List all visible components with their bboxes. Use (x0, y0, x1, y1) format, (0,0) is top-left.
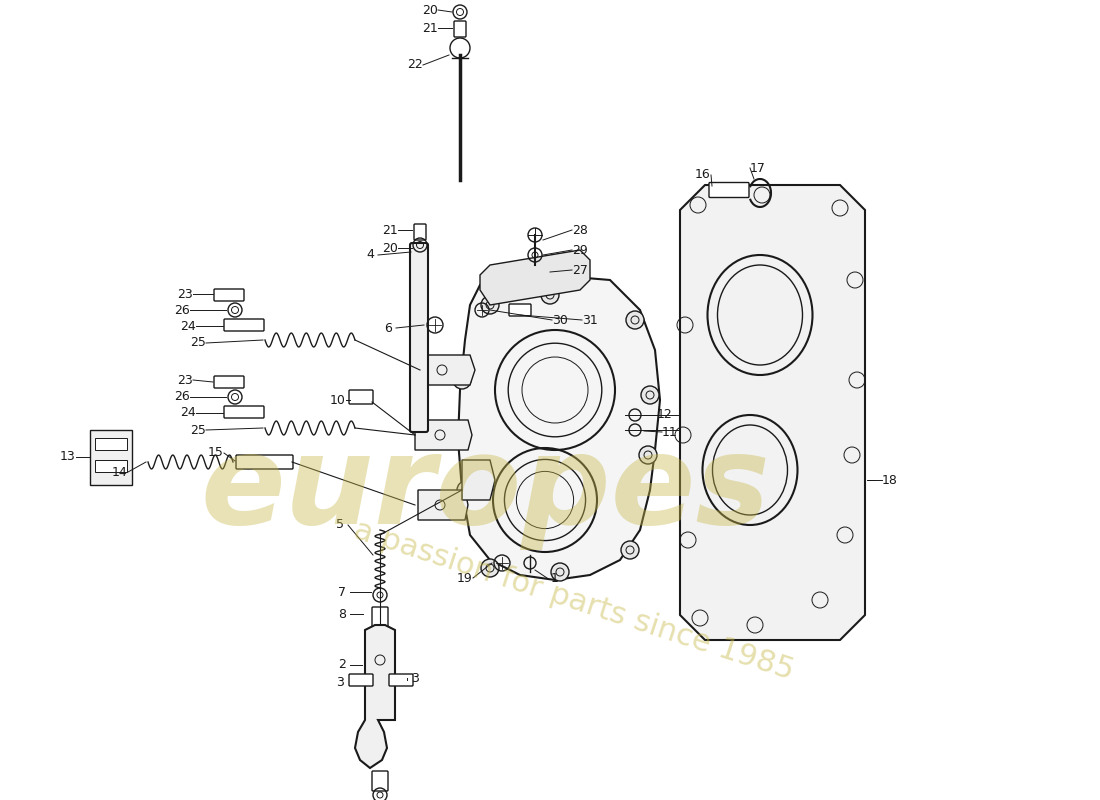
Text: 11: 11 (662, 426, 678, 438)
Text: 2: 2 (338, 658, 345, 671)
Text: 31: 31 (582, 314, 598, 326)
Text: 19: 19 (458, 571, 473, 585)
Circle shape (551, 563, 569, 581)
Polygon shape (420, 355, 475, 385)
FancyBboxPatch shape (236, 455, 293, 469)
Text: a passion for parts since 1985: a passion for parts since 1985 (350, 515, 798, 685)
Text: 3: 3 (337, 675, 344, 689)
Text: 26: 26 (174, 390, 190, 403)
Text: 16: 16 (695, 169, 711, 182)
FancyBboxPatch shape (214, 376, 244, 388)
Text: 17: 17 (750, 162, 766, 174)
Polygon shape (462, 460, 495, 500)
FancyBboxPatch shape (454, 21, 466, 37)
Text: 15: 15 (208, 446, 224, 459)
Text: 27: 27 (572, 263, 587, 277)
Text: 28: 28 (572, 223, 587, 237)
Text: 18: 18 (882, 474, 898, 486)
Polygon shape (680, 185, 865, 640)
Text: 20: 20 (422, 3, 438, 17)
Text: 23: 23 (177, 374, 192, 386)
Polygon shape (90, 430, 132, 485)
Text: 25: 25 (190, 423, 206, 437)
Bar (95, 438, 126, 450)
Circle shape (456, 481, 475, 499)
Text: 3: 3 (411, 671, 419, 685)
Polygon shape (458, 275, 660, 580)
Text: 14: 14 (112, 466, 128, 478)
Circle shape (621, 541, 639, 559)
FancyBboxPatch shape (710, 182, 749, 198)
FancyBboxPatch shape (372, 771, 388, 791)
Text: 6: 6 (384, 322, 392, 334)
Text: 21: 21 (422, 22, 438, 34)
FancyBboxPatch shape (509, 304, 531, 316)
FancyBboxPatch shape (349, 674, 373, 686)
Text: 25: 25 (190, 337, 206, 350)
Circle shape (541, 286, 559, 304)
Polygon shape (415, 420, 472, 450)
FancyBboxPatch shape (372, 607, 388, 627)
Circle shape (641, 386, 659, 404)
FancyBboxPatch shape (349, 390, 373, 404)
Text: 30: 30 (552, 314, 568, 326)
Text: 21: 21 (382, 223, 398, 237)
Text: 24: 24 (180, 319, 196, 333)
Circle shape (453, 371, 471, 389)
FancyBboxPatch shape (414, 224, 426, 240)
Text: 24: 24 (180, 406, 196, 419)
Text: 7: 7 (338, 586, 346, 598)
FancyBboxPatch shape (214, 289, 244, 301)
Text: 20: 20 (382, 242, 398, 254)
Text: 13: 13 (60, 450, 76, 463)
Circle shape (639, 446, 657, 464)
Text: europes: europes (200, 430, 770, 550)
FancyBboxPatch shape (389, 674, 412, 686)
FancyBboxPatch shape (224, 406, 264, 418)
Text: 12: 12 (657, 409, 673, 422)
Bar (95, 460, 126, 472)
Polygon shape (355, 625, 395, 768)
Text: 8: 8 (338, 607, 346, 621)
Text: 23: 23 (177, 287, 192, 301)
Text: 10: 10 (330, 394, 345, 406)
FancyBboxPatch shape (224, 319, 264, 331)
FancyBboxPatch shape (410, 243, 428, 432)
Text: 5: 5 (336, 518, 344, 531)
Text: 1: 1 (551, 571, 559, 585)
Polygon shape (480, 250, 590, 305)
Circle shape (481, 296, 499, 314)
Polygon shape (418, 490, 468, 520)
Text: 26: 26 (174, 303, 190, 317)
Text: 22: 22 (407, 58, 422, 71)
Circle shape (626, 311, 644, 329)
Text: 4: 4 (366, 249, 374, 262)
Circle shape (481, 559, 499, 577)
Text: 29: 29 (572, 243, 587, 257)
